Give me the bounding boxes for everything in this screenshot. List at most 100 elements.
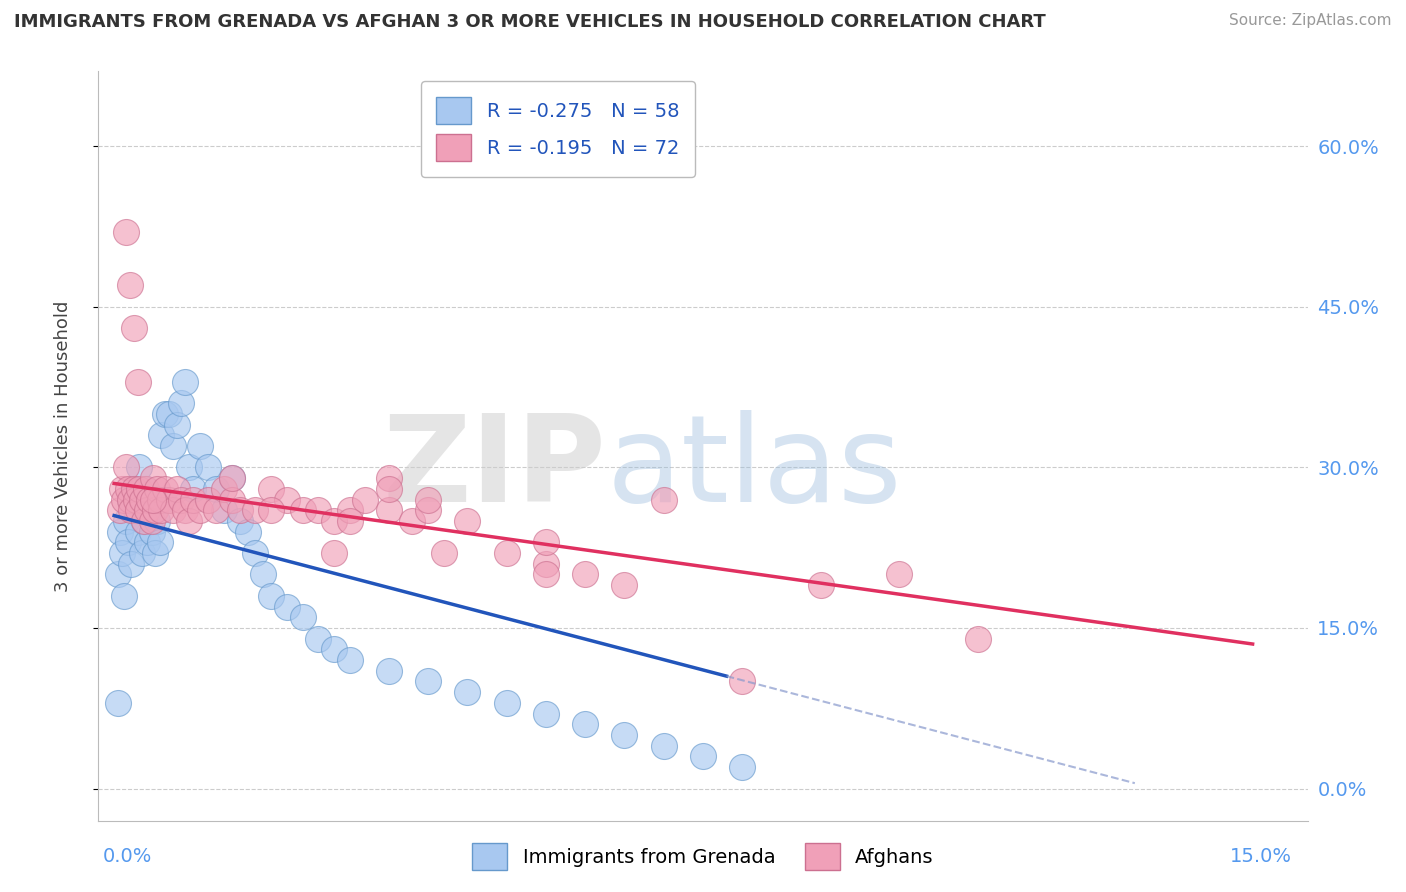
Point <box>495 546 517 560</box>
Point <box>260 503 283 517</box>
Point <box>173 375 195 389</box>
Point <box>143 546 166 560</box>
Point <box>245 546 267 560</box>
Point <box>177 514 200 528</box>
Point <box>205 482 228 496</box>
Point <box>401 514 423 528</box>
Point <box>245 503 267 517</box>
Point <box>652 739 675 753</box>
Point <box>150 428 173 442</box>
Point <box>122 482 145 496</box>
Point <box>149 535 172 549</box>
Point <box>136 535 159 549</box>
Point <box>323 546 346 560</box>
Point <box>115 514 138 528</box>
Point <box>152 492 174 507</box>
Point <box>236 524 259 539</box>
Point <box>141 524 163 539</box>
Point <box>613 728 636 742</box>
Point <box>136 503 159 517</box>
Point <box>190 503 212 517</box>
Point <box>534 567 557 582</box>
Point <box>613 578 636 592</box>
Point <box>177 460 200 475</box>
Point <box>433 546 456 560</box>
Point <box>115 460 138 475</box>
Point <box>153 482 176 496</box>
Point <box>120 557 142 571</box>
Legend: R = -0.275   N = 58, R = -0.195   N = 72: R = -0.275 N = 58, R = -0.195 N = 72 <box>420 81 695 177</box>
Point <box>146 514 169 528</box>
Point <box>418 492 440 507</box>
Point <box>339 503 361 517</box>
Point <box>810 578 832 592</box>
Point <box>731 760 754 774</box>
Point <box>495 696 517 710</box>
Point <box>118 492 141 507</box>
Point <box>173 503 195 517</box>
Point <box>221 492 243 507</box>
Point <box>221 471 243 485</box>
Point <box>131 546 153 560</box>
Point <box>170 492 193 507</box>
Point <box>307 632 329 646</box>
Point <box>120 503 142 517</box>
Point <box>170 396 193 410</box>
Point <box>418 674 440 689</box>
Point <box>323 514 346 528</box>
Point <box>378 471 401 485</box>
Point <box>118 492 141 507</box>
Point <box>339 514 361 528</box>
Y-axis label: 3 or more Vehicles in Household: 3 or more Vehicles in Household <box>53 301 72 591</box>
Point <box>354 492 377 507</box>
Point <box>378 664 401 678</box>
Point <box>652 492 675 507</box>
Point <box>138 503 160 517</box>
Point <box>534 535 557 549</box>
Point <box>132 514 155 528</box>
Point <box>212 503 235 517</box>
Point <box>153 407 176 421</box>
Point <box>378 503 401 517</box>
Text: Source: ZipAtlas.com: Source: ZipAtlas.com <box>1229 13 1392 29</box>
Point <box>125 503 148 517</box>
Point <box>110 503 132 517</box>
Point <box>190 439 212 453</box>
Point <box>291 610 314 624</box>
Point <box>141 514 163 528</box>
Point <box>260 589 283 603</box>
Point <box>128 460 150 475</box>
Point <box>142 471 165 485</box>
Point <box>889 567 911 582</box>
Point <box>574 567 596 582</box>
Point <box>378 482 401 496</box>
Point <box>205 503 228 517</box>
Text: atlas: atlas <box>606 410 901 527</box>
Point <box>138 492 160 507</box>
Point <box>112 492 135 507</box>
Point <box>149 492 172 507</box>
Point <box>150 503 173 517</box>
Point <box>197 460 219 475</box>
Point <box>112 589 135 603</box>
Point <box>122 321 145 335</box>
Text: ZIP: ZIP <box>382 410 606 527</box>
Point <box>127 503 149 517</box>
Point <box>456 514 478 528</box>
Point <box>166 417 188 432</box>
Point <box>115 225 138 239</box>
Point <box>157 492 180 507</box>
Point <box>107 696 129 710</box>
Point <box>143 503 166 517</box>
Point <box>197 492 219 507</box>
Point <box>142 492 165 507</box>
Point <box>166 482 188 496</box>
Point <box>323 642 346 657</box>
Point <box>731 674 754 689</box>
Point <box>260 482 283 496</box>
Point <box>111 546 134 560</box>
Point <box>162 503 184 517</box>
Point <box>276 599 298 614</box>
Point <box>456 685 478 699</box>
Point <box>221 471 243 485</box>
